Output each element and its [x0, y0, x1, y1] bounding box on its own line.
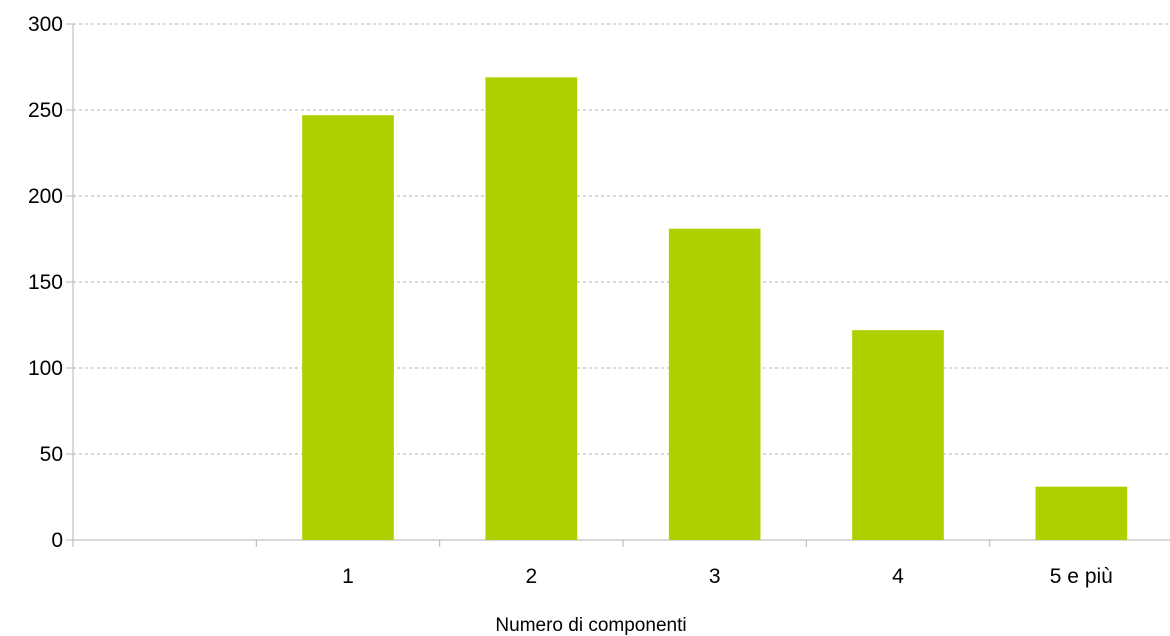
- bar-1: [302, 115, 394, 540]
- x-axis-title: Numero di componenti: [495, 615, 686, 636]
- axes: [66, 23, 1170, 547]
- bar-5-e-più: [1035, 486, 1128, 540]
- x-tick-label: 4: [892, 565, 904, 588]
- x-tick-label: 1: [342, 565, 354, 588]
- bar-3: [668, 228, 761, 540]
- y-tick-label: 100: [28, 357, 63, 380]
- y-tick-label: 0: [51, 529, 63, 552]
- bars: [302, 77, 1128, 540]
- y-tick-label: 200: [28, 185, 63, 208]
- y-tick-labels: 0 50 100 150 200 250 300: [28, 13, 63, 552]
- y-tick-label: 150: [28, 271, 63, 294]
- bar-2: [485, 77, 578, 540]
- grid-lines: [73, 23, 1170, 455]
- x-tick-label: 2: [525, 565, 537, 588]
- x-tick-label: 5 e più: [1050, 565, 1113, 588]
- bar-4: [852, 330, 944, 540]
- y-tick-label: 50: [40, 443, 63, 466]
- y-tick-label: 300: [28, 13, 63, 36]
- y-tick-label: 250: [28, 99, 63, 122]
- x-tick-labels: 1 2 3 4 5 e più: [342, 565, 1113, 588]
- x-tick-label: 3: [709, 565, 721, 588]
